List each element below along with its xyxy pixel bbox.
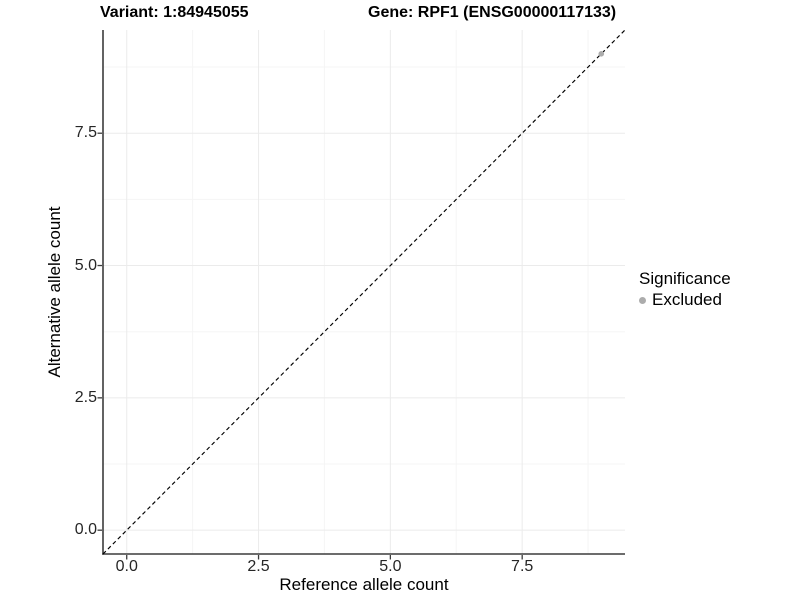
y-tick-label: 0.0 <box>74 521 97 539</box>
x-axis-title: Reference allele count <box>279 575 449 594</box>
legend-item-excluded: Excluded <box>639 290 731 310</box>
y-tick-label: 7.5 <box>74 124 97 142</box>
x-tick-label: 5.0 <box>379 558 402 575</box>
x-tick-label: 2.5 <box>247 558 270 575</box>
plot-title-variant: Variant: 1:84945055 <box>100 4 249 21</box>
legend-title: Significance <box>639 269 731 288</box>
y-tick-label: 5.0 <box>74 256 97 274</box>
plot-title-gene: Gene: RPF1 (ENSG00000117133) <box>368 4 617 21</box>
legend-item-label: Excluded <box>652 290 722 309</box>
y-axis-title: Alternative allele count <box>45 206 64 378</box>
x-tick-label: 7.5 <box>511 558 534 575</box>
data-point <box>598 51 605 57</box>
legend: Significance Excluded <box>639 269 731 310</box>
y-tick-label: 2.5 <box>74 388 97 406</box>
legend-point-icon <box>639 296 646 304</box>
x-tick-label: 0.0 <box>115 558 138 575</box>
identity-line <box>102 29 626 555</box>
